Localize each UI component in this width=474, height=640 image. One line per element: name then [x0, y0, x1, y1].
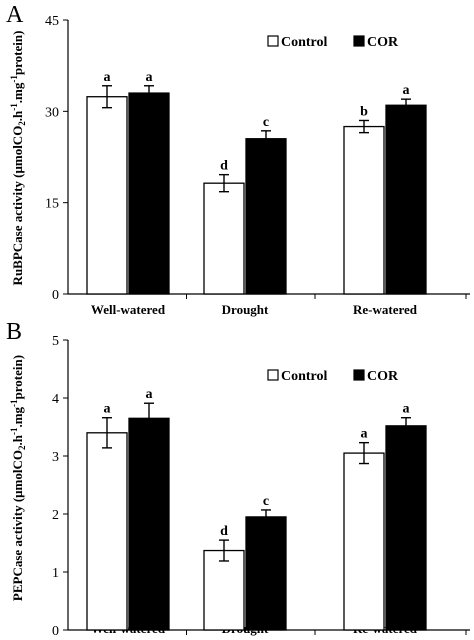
significance-letter: c — [263, 115, 269, 130]
y-tick-label: 30 — [45, 105, 59, 120]
bar-control — [203, 182, 245, 295]
y-axis-label-part: .h — [10, 110, 25, 121]
significance-letter: d — [220, 524, 228, 539]
y-tick-label: 15 — [45, 197, 59, 212]
panel-a: A RuBPCase activity (μmolCO2.h-1.mg-1pro… — [6, 2, 470, 317]
significance-letter: a — [146, 70, 153, 85]
legend-label: Control — [281, 369, 328, 384]
y-tick-label: 0 — [52, 624, 59, 639]
significance-letter: a — [403, 83, 410, 98]
legend-label: COR — [367, 369, 399, 384]
y-axis-label-part: 2 — [17, 121, 27, 126]
significance-letter: b — [360, 104, 368, 119]
significance-letter: a — [403, 402, 410, 417]
bar-cor — [245, 138, 287, 295]
significance-letter: a — [104, 70, 111, 85]
panel-b: B PEPCase activity (μmolCO2.h-1.mg-1prot… — [6, 319, 470, 639]
bar-control — [343, 452, 385, 631]
y-axis-label-part: RuBPCase activity (μmolCO — [10, 126, 25, 286]
legend-swatch-control — [267, 35, 279, 47]
significance-letter: c — [263, 494, 269, 509]
y-axis-label-part: -1 — [9, 427, 19, 435]
y-axis-label-part: -1 — [9, 399, 19, 407]
bar-control — [203, 549, 245, 631]
y-axis-label-part: -1 — [9, 75, 19, 83]
y-tick-label: 45 — [45, 14, 59, 29]
y-axis-label-part: .mg — [10, 406, 25, 427]
y-tick-label: 3 — [52, 450, 59, 465]
panel-label: B — [6, 319, 22, 345]
y-axis-label: PEPCase activity (μmolCO2.h-1.mg-1protei… — [9, 355, 27, 601]
y-axis-label-part: PEPCase activity (μmolCO — [10, 450, 25, 601]
y-axis-label-part: protein) — [10, 31, 25, 76]
y-tick-label: 0 — [52, 288, 59, 303]
y-tick-label: 1 — [52, 566, 59, 581]
bar-cor — [385, 425, 427, 631]
legend-swatch-cor — [353, 369, 365, 381]
legend-swatch-control — [267, 369, 279, 381]
legend-swatch-cor — [353, 35, 365, 47]
y-axis-label: RuBPCase activity (μmolCO2.h-1.mg-1prote… — [9, 31, 27, 286]
bar-control — [343, 125, 385, 295]
y-tick-label: 2 — [52, 508, 59, 523]
panel-label: A — [6, 2, 24, 28]
legend-label: COR — [367, 35, 399, 50]
bar-cor — [245, 516, 287, 631]
significance-letter: d — [220, 159, 228, 174]
bar-control — [86, 96, 128, 295]
significance-letter: a — [146, 387, 153, 402]
significance-letter: a — [361, 427, 368, 442]
significance-letter: a — [104, 402, 111, 417]
bar-control — [86, 432, 128, 631]
y-axis-label-part: .h — [10, 434, 25, 445]
y-tick-label: 5 — [52, 334, 59, 349]
legend-label: Control — [281, 35, 328, 50]
x-tick-label: Re-watered — [353, 302, 418, 317]
y-axis-label-part: -1 — [9, 103, 19, 111]
bar-cor — [128, 92, 170, 295]
x-tick-label: Drought — [222, 302, 269, 317]
bar-cor — [128, 417, 170, 631]
x-tick-label: Well-watered — [91, 302, 166, 317]
y-axis-label-part: protein) — [10, 355, 25, 400]
bar-cor — [385, 104, 427, 295]
y-axis-label-part: 2 — [17, 445, 27, 450]
y-tick-label: 4 — [52, 392, 59, 407]
y-axis-label-part: .mg — [10, 82, 25, 103]
